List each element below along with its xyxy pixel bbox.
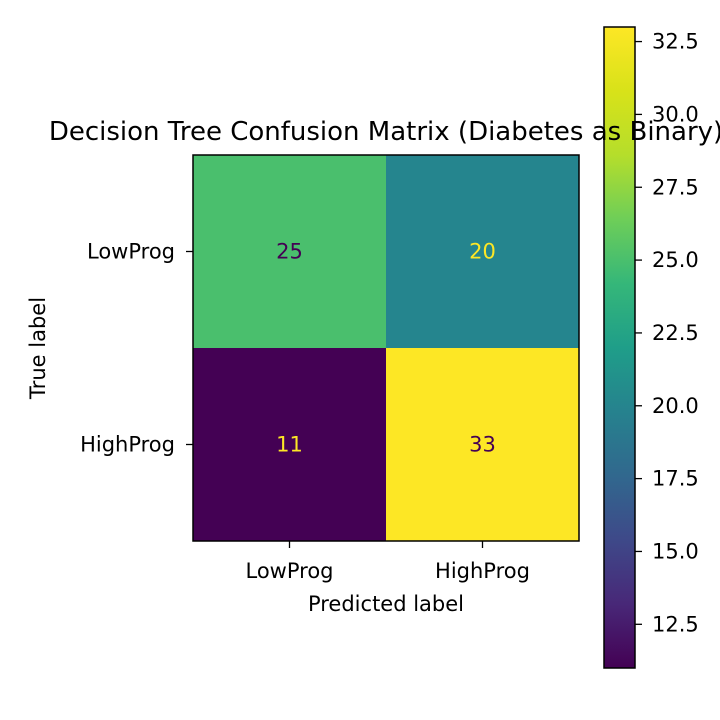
cell-value-label: 33 — [469, 433, 496, 457]
matrix-frame — [192, 154, 580, 542]
matrix-cells — [193, 155, 580, 542]
colorbar-tick-label: 27.5 — [652, 175, 699, 199]
cell-value-label: 25 — [276, 240, 303, 264]
colorbar-ticks: 12.5 15.0 17.5 20.0 22.5 25.0 27.5 30.0 32.5 — [635, 30, 699, 636]
colorbar-tick-label: 25.0 — [652, 248, 699, 272]
y-tick-label: HighProg — [80, 433, 175, 457]
x-tick-label: HighProg — [435, 559, 530, 583]
x-axis-label: Predicted label — [308, 592, 464, 616]
x-axis-ticks: LowProg HighProg — [246, 541, 530, 583]
chart-title: Decision Tree Confusion Matrix (Diabetes… — [49, 117, 720, 147]
colorbar-tick-label: 32.5 — [652, 30, 699, 54]
colorbar — [603, 26, 636, 669]
colorbar-tick-label: 22.5 — [652, 321, 699, 345]
matrix-cell — [386, 348, 580, 542]
colorbar-tick-label: 17.5 — [652, 467, 699, 491]
matrix-cell — [193, 155, 387, 349]
y-tick-label: LowProg — [87, 240, 175, 264]
cell-value-label: 11 — [276, 433, 303, 457]
y-axis-ticks: LowProg HighProg — [80, 240, 193, 457]
matrix-cell — [193, 348, 387, 542]
cell-value-label: 20 — [469, 240, 496, 264]
y-axis-label: True label — [26, 297, 50, 400]
colorbar-tick-label: 20.0 — [652, 394, 699, 418]
colorbar-tick-label: 15.0 — [652, 539, 699, 563]
colorbar-tick-label: 30.0 — [652, 102, 699, 126]
x-tick-label: LowProg — [246, 559, 334, 583]
colorbar-tick-label: 12.5 — [652, 612, 699, 636]
matrix-cell — [386, 155, 580, 349]
matrix-cell-labels: 25 20 11 33 — [276, 240, 496, 457]
